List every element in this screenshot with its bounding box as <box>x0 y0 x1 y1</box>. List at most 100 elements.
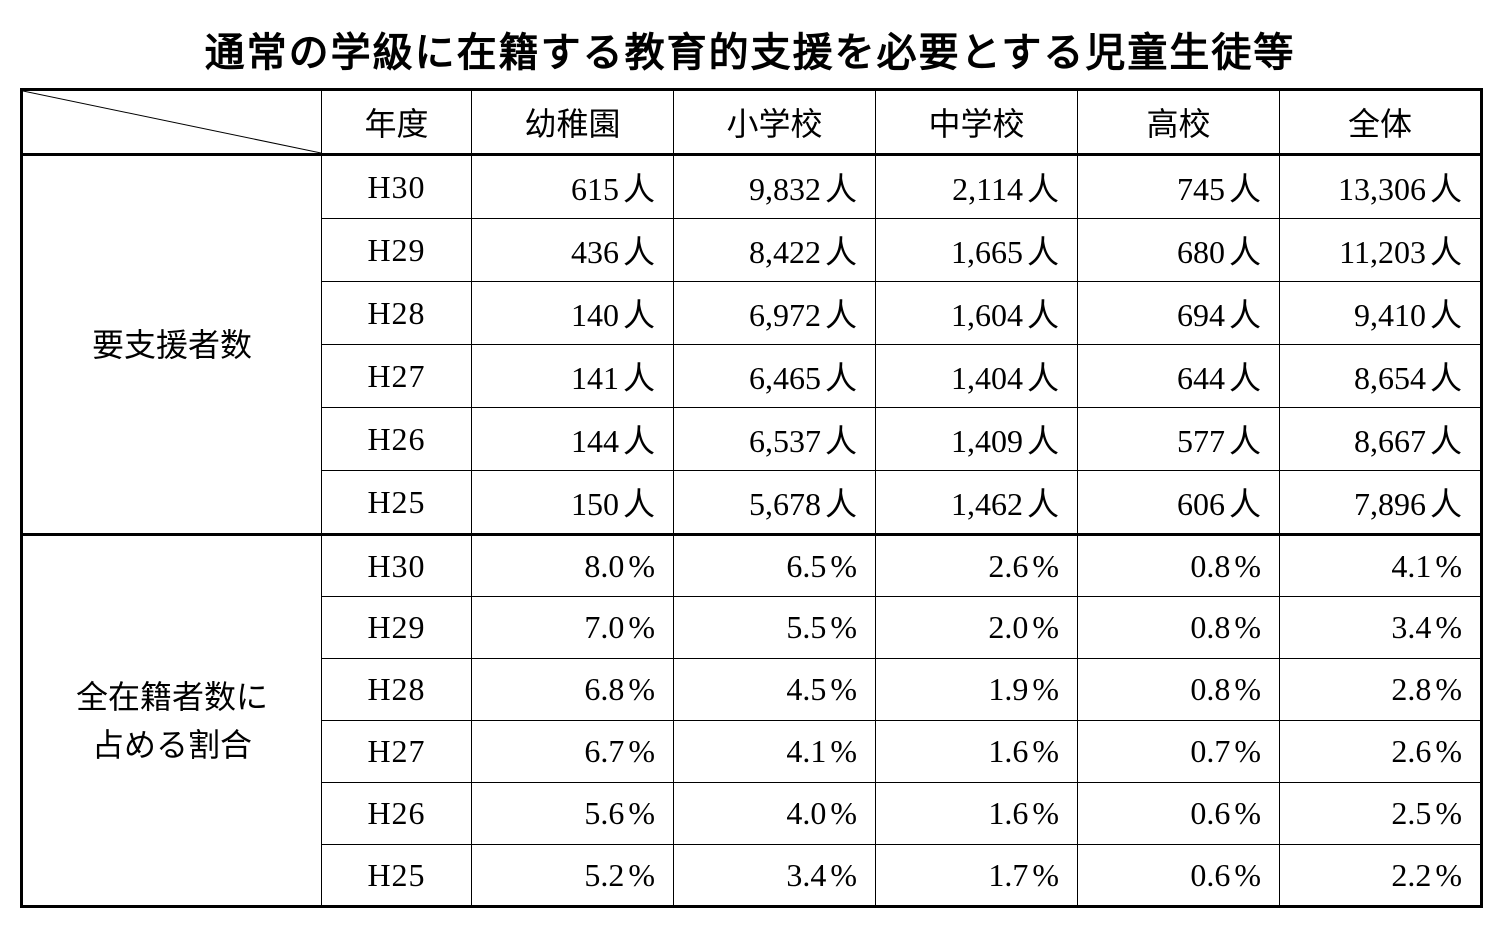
data-cell: 150人 <box>472 471 674 535</box>
cell-value: 150 <box>571 486 619 522</box>
cell-suffix: 人 <box>1430 171 1462 207</box>
cell-value: 3.4 <box>1391 609 1431 645</box>
cell-suffix: % <box>1032 548 1059 584</box>
cell-suffix: 人 <box>1027 297 1059 333</box>
data-cell: 6.5% <box>674 535 876 597</box>
cell-value: 2,114 <box>952 171 1023 207</box>
cell-suffix: 人 <box>825 486 857 522</box>
data-cell: 8.0% <box>472 535 674 597</box>
page-title: 通常の学級に在籍する教育的支援を必要とする児童生徒等 <box>20 20 1480 78</box>
cell-value: 0.8 <box>1190 609 1230 645</box>
cell-value: 4.1 <box>786 733 826 769</box>
data-cell: 577人 <box>1078 408 1280 471</box>
table-row: 全在籍者数に占める割合H308.0%6.5%2.6%0.8%4.1% <box>22 535 1482 597</box>
cell-suffix: % <box>1234 671 1261 707</box>
cell-value: 2.2 <box>1391 857 1431 893</box>
cell-suffix: 人 <box>825 297 857 333</box>
data-cell: 6.8% <box>472 659 674 721</box>
data-cell: 3.4% <box>674 845 876 907</box>
cell-suffix: 人 <box>1229 171 1261 207</box>
cell-value: 6,972 <box>749 297 821 333</box>
cell-suffix: 人 <box>623 423 655 459</box>
data-cell: 2.8% <box>1280 659 1482 721</box>
data-cell: 6,972人 <box>674 282 876 345</box>
cell-value: 5.5 <box>786 609 826 645</box>
cell-suffix: 人 <box>623 486 655 522</box>
cell-suffix: % <box>1435 609 1462 645</box>
cell-suffix: % <box>830 795 857 831</box>
col-header-high-school: 高校 <box>1078 90 1280 155</box>
cell-suffix: 人 <box>825 360 857 396</box>
cell-suffix: % <box>628 795 655 831</box>
data-cell: 7.0% <box>472 597 674 659</box>
data-cell: 1,604人 <box>876 282 1078 345</box>
cell-suffix: % <box>1032 609 1059 645</box>
cell-value: 7.0 <box>584 609 624 645</box>
cell-suffix: 人 <box>1027 234 1059 270</box>
cell-value: 6.5 <box>786 548 826 584</box>
col-header-year: 年度 <box>322 90 472 155</box>
cell-value: 606 <box>1177 486 1225 522</box>
cell-value: 4.1 <box>1391 548 1431 584</box>
cell-suffix: 人 <box>825 234 857 270</box>
cell-value: 644 <box>1177 360 1225 396</box>
cell-suffix: % <box>1435 857 1462 893</box>
data-cell: 5.5% <box>674 597 876 659</box>
cell-suffix: % <box>1234 857 1261 893</box>
cell-value: 3.4 <box>786 857 826 893</box>
data-cell: 2.0% <box>876 597 1078 659</box>
year-cell: H30 <box>322 155 472 219</box>
cell-suffix: % <box>1234 609 1261 645</box>
cell-suffix: % <box>1234 733 1261 769</box>
cell-value: 680 <box>1177 234 1225 270</box>
cell-suffix: % <box>628 548 655 584</box>
data-cell: 4.1% <box>674 721 876 783</box>
data-cell: 1.6% <box>876 721 1078 783</box>
data-cell: 3.4% <box>1280 597 1482 659</box>
cell-suffix: 人 <box>1229 423 1261 459</box>
header-diagonal-cell <box>22 90 322 155</box>
cell-value: 144 <box>571 423 619 459</box>
cell-value: 2.5 <box>1391 795 1431 831</box>
cell-value: 4.5 <box>786 671 826 707</box>
cell-suffix: % <box>830 671 857 707</box>
cell-suffix: 人 <box>1229 234 1261 270</box>
data-cell: 5.2% <box>472 845 674 907</box>
cell-value: 6,465 <box>749 360 821 396</box>
cell-suffix: % <box>628 733 655 769</box>
data-cell: 11,203人 <box>1280 219 1482 282</box>
data-cell: 1.7% <box>876 845 1078 907</box>
data-cell: 13,306人 <box>1280 155 1482 219</box>
cell-value: 8,667 <box>1354 423 1426 459</box>
cell-value: 6.7 <box>584 733 624 769</box>
cell-suffix: % <box>1234 548 1261 584</box>
data-cell: 4.0% <box>674 783 876 845</box>
cell-suffix: 人 <box>825 171 857 207</box>
cell-value: 5.6 <box>584 795 624 831</box>
data-cell: 144人 <box>472 408 674 471</box>
cell-suffix: 人 <box>1027 423 1059 459</box>
cell-value: 2.0 <box>988 609 1028 645</box>
cell-value: 5.2 <box>584 857 624 893</box>
data-cell: 7,896人 <box>1280 471 1482 535</box>
year-cell: H25 <box>322 845 472 907</box>
cell-value: 1,604 <box>951 297 1023 333</box>
data-cell: 436人 <box>472 219 674 282</box>
cell-value: 1,409 <box>951 423 1023 459</box>
data-cell: 0.6% <box>1078 783 1280 845</box>
cell-suffix: % <box>1032 671 1059 707</box>
cell-suffix: % <box>1032 857 1059 893</box>
cell-value: 745 <box>1177 171 1225 207</box>
cell-value: 141 <box>571 360 619 396</box>
cell-suffix: 人 <box>623 360 655 396</box>
data-cell: 1,409人 <box>876 408 1078 471</box>
cell-suffix: 人 <box>1430 297 1462 333</box>
cell-suffix: % <box>830 548 857 584</box>
cell-suffix: 人 <box>1430 360 1462 396</box>
cell-suffix: % <box>830 609 857 645</box>
cell-value: 1.6 <box>988 733 1028 769</box>
cell-suffix: % <box>628 857 655 893</box>
cell-suffix: 人 <box>1229 360 1261 396</box>
data-cell: 1.6% <box>876 783 1078 845</box>
cell-value: 577 <box>1177 423 1225 459</box>
